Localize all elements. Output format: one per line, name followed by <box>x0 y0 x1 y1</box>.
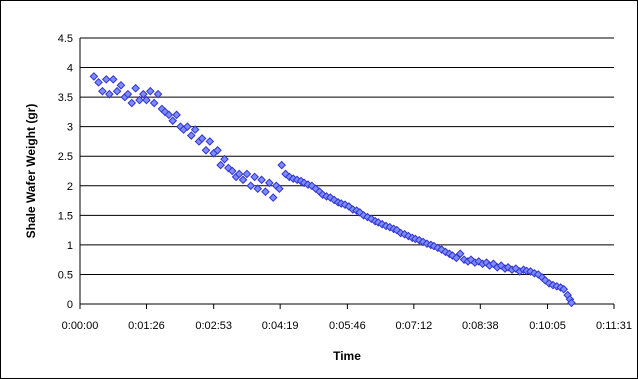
data-point <box>246 181 256 191</box>
data-point <box>142 95 151 105</box>
x-tick-label: 0:10:05 <box>529 320 566 332</box>
data-point <box>190 125 200 134</box>
data-points <box>89 72 576 308</box>
y-tick-label: 0 <box>67 299 73 311</box>
data-point <box>404 231 413 241</box>
data-point <box>275 184 284 194</box>
data-point <box>116 80 126 90</box>
data-point <box>281 169 290 179</box>
y-tick-label: 4 <box>67 63 73 75</box>
data-point <box>540 276 550 285</box>
data-point <box>172 110 181 120</box>
data-point <box>238 175 248 185</box>
data-point <box>139 89 148 99</box>
data-point <box>201 146 211 155</box>
data-point <box>452 253 461 263</box>
data-point <box>377 219 387 229</box>
x-tick-label: 0:02:53 <box>195 320 232 332</box>
y-tick-label: 4.5 <box>58 33 73 45</box>
data-point <box>318 190 327 199</box>
data-point <box>567 298 576 308</box>
data-point <box>311 184 321 194</box>
data-point <box>94 78 103 87</box>
y-tick-label: 1.5 <box>58 210 73 222</box>
data-point <box>135 95 144 105</box>
data-point <box>307 181 317 191</box>
data-point <box>340 200 350 210</box>
data-point <box>344 202 354 211</box>
data-point <box>329 195 339 205</box>
x-tick-label: 0:07:12 <box>395 320 432 332</box>
data-point <box>277 160 287 170</box>
data-point <box>466 255 476 264</box>
x-tick-label: 0:11:31 <box>596 320 632 332</box>
data-point <box>437 245 446 254</box>
data-point <box>242 169 252 179</box>
data-point <box>123 89 133 99</box>
y-tick-label: 3 <box>67 122 73 134</box>
data-point <box>216 160 225 170</box>
data-point <box>164 110 174 120</box>
data-point <box>149 98 159 108</box>
grid-lines <box>80 37 614 275</box>
data-point <box>250 172 259 182</box>
data-point <box>496 261 506 270</box>
data-point <box>127 98 137 108</box>
data-point <box>433 243 443 253</box>
data-point <box>227 166 237 176</box>
data-point <box>146 86 155 96</box>
y-tick-labels: 0 0.5 1 1.5 2 2.5 3 3.5 4 4.5 <box>58 33 73 311</box>
data-point <box>459 255 469 264</box>
data-point <box>153 89 163 99</box>
data-point <box>253 184 263 194</box>
y-axis-title: Shale Wafer Weight (gr) <box>24 104 38 239</box>
data-point <box>213 146 222 155</box>
data-point <box>448 251 457 260</box>
data-point <box>98 86 107 96</box>
data-point <box>268 193 278 202</box>
data-point <box>285 172 294 182</box>
data-point <box>261 187 270 196</box>
data-point <box>131 83 140 93</box>
data-point <box>526 267 535 276</box>
axes <box>79 38 615 309</box>
data-point <box>234 169 244 179</box>
data-point <box>455 249 465 259</box>
data-point <box>105 89 114 99</box>
data-point <box>503 263 513 272</box>
x-tick-label: 0:01:26 <box>128 320 165 332</box>
data-point <box>112 86 122 96</box>
data-point <box>559 284 569 294</box>
data-point <box>373 218 383 227</box>
data-point <box>367 214 376 224</box>
x-axis-title: Time <box>333 349 361 363</box>
data-point <box>257 175 266 185</box>
data-point <box>220 154 229 164</box>
x-tick-label: 0:00:00 <box>62 320 99 332</box>
data-point <box>363 212 372 222</box>
data-point <box>205 137 215 146</box>
data-point <box>89 72 99 81</box>
data-point <box>197 134 207 143</box>
x-tick-label: 0:04:19 <box>262 320 299 332</box>
y-tick-label: 2 <box>67 181 73 193</box>
data-point <box>400 229 409 239</box>
data-point <box>544 279 554 288</box>
y-tick-label: 2.5 <box>58 151 73 163</box>
data-point <box>101 75 111 84</box>
data-point <box>183 122 192 131</box>
data-point <box>186 131 196 140</box>
y-tick-label: 1 <box>67 240 73 252</box>
x-tick-labels: 0:00:00 0:01:26 0:02:53 0:04:19 0:05:46 0:07:… <box>62 320 632 332</box>
data-point <box>265 178 274 188</box>
data-point <box>168 116 178 126</box>
y-tick-label: 0.5 <box>58 269 73 281</box>
y-tick-label: 3.5 <box>58 92 73 104</box>
data-point <box>108 75 118 84</box>
x-tick-label: 0:05:46 <box>329 320 366 332</box>
x-tick-label: 0:08:38 <box>462 320 499 332</box>
data-point <box>429 241 439 251</box>
